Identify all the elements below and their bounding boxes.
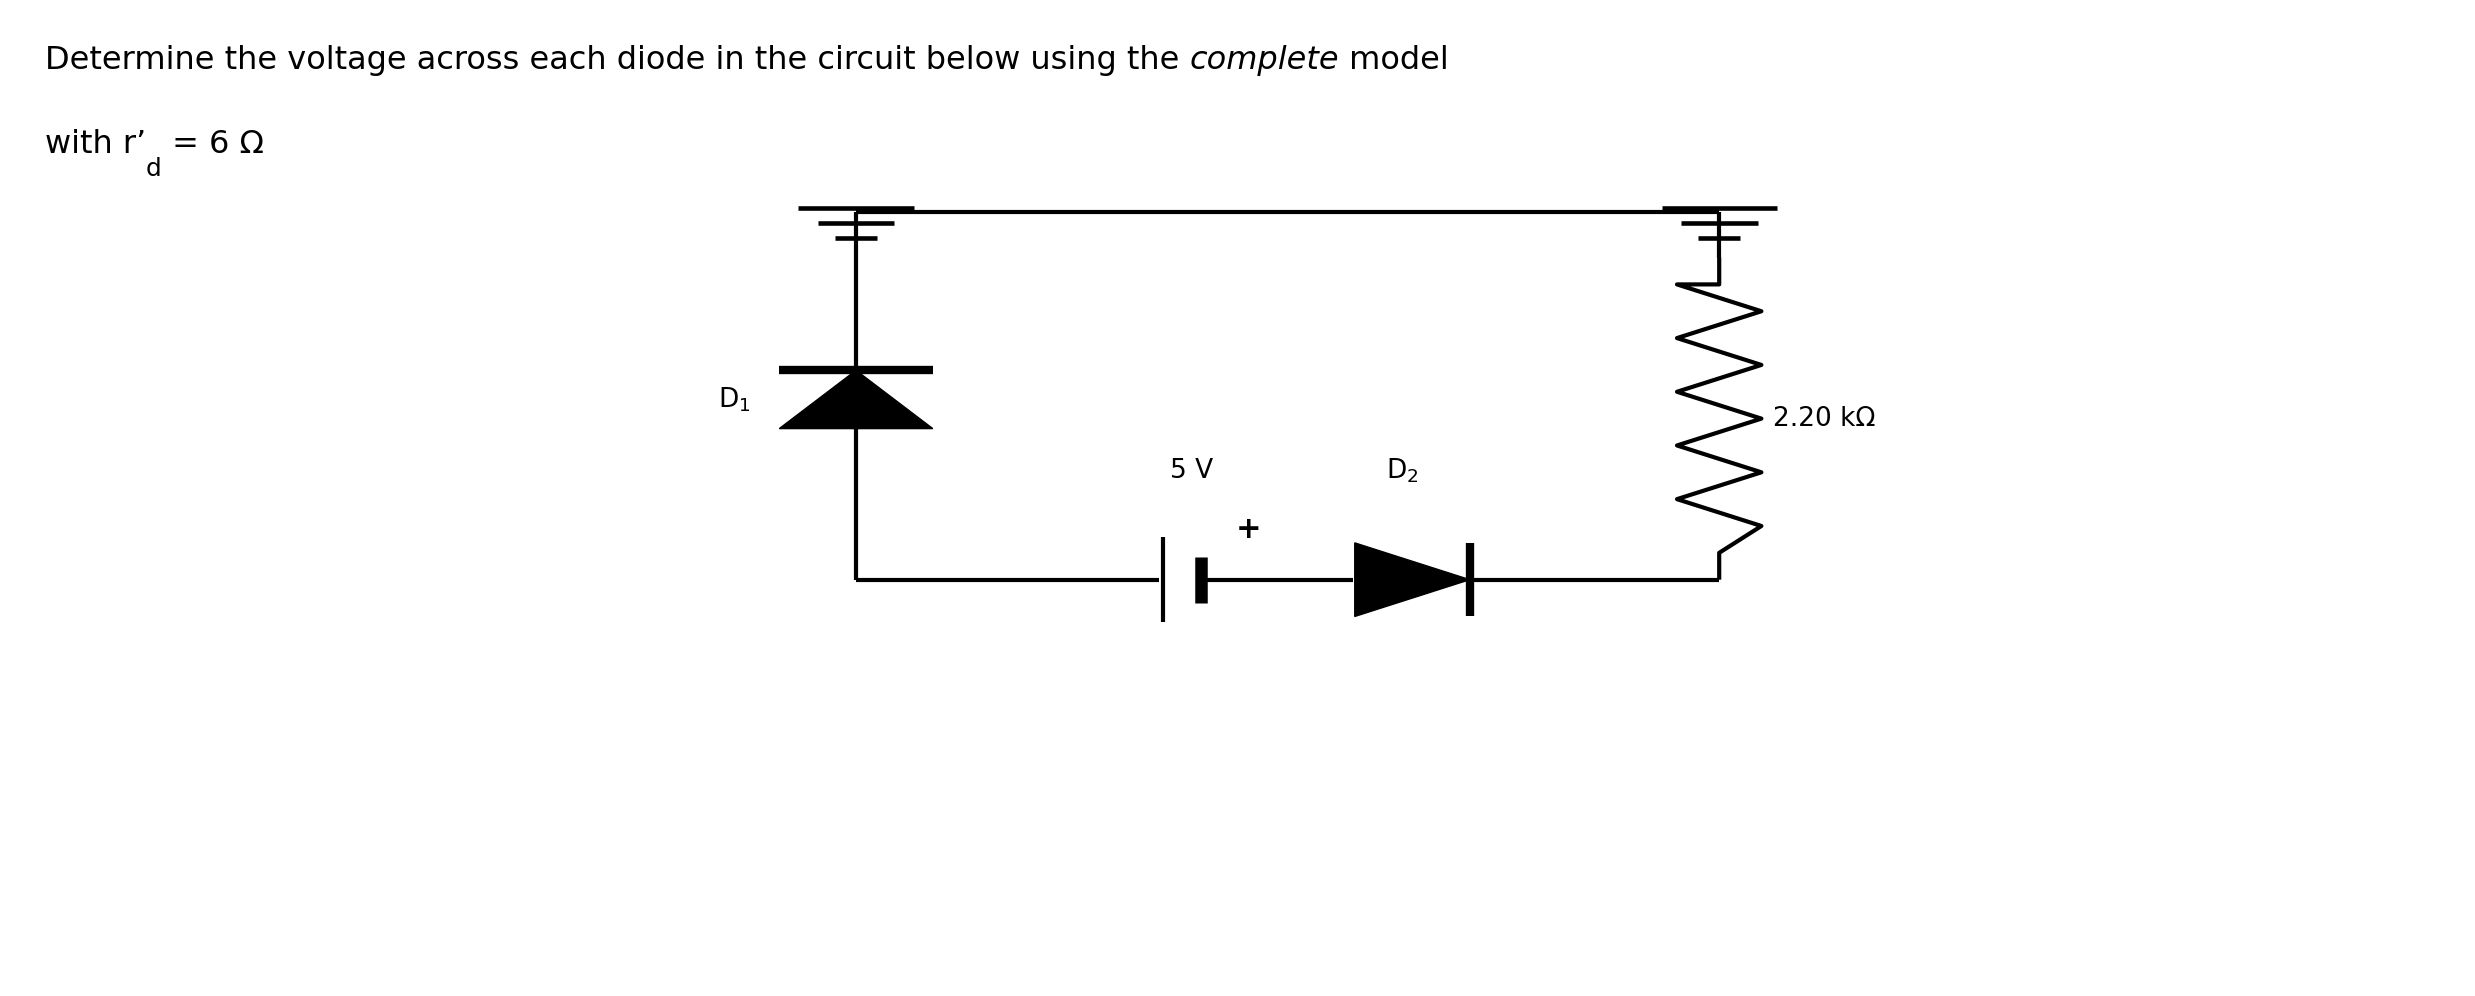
Text: D$_1$: D$_1$ bbox=[718, 385, 750, 413]
Text: D$_2$: D$_2$ bbox=[1386, 457, 1418, 485]
Text: 2.20 kΩ: 2.20 kΩ bbox=[1772, 405, 1876, 431]
Text: +: + bbox=[1235, 515, 1262, 545]
Text: with r’: with r’ bbox=[45, 129, 146, 160]
Text: complete: complete bbox=[1188, 45, 1339, 76]
Text: Determine the voltage across each diode in the circuit below using the: Determine the voltage across each diode … bbox=[45, 45, 1188, 76]
Text: d: d bbox=[146, 157, 161, 181]
Text: 5 V: 5 V bbox=[1171, 458, 1213, 484]
Polygon shape bbox=[780, 371, 933, 428]
Text: model: model bbox=[1339, 45, 1448, 76]
Text: = 6 Ω: = 6 Ω bbox=[161, 129, 262, 160]
Polygon shape bbox=[1354, 543, 1470, 617]
